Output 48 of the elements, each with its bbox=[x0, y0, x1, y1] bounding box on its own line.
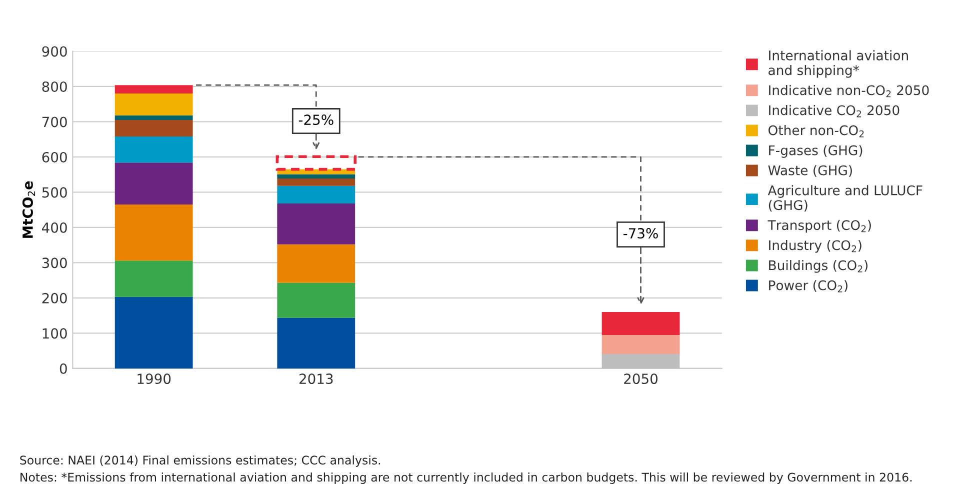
y-tick-label: 400 bbox=[42, 222, 67, 233]
annotation: -73% bbox=[623, 228, 658, 239]
legend-label: Waste (GHG) bbox=[768, 165, 852, 177]
legend-label: Other non-CO$_{2}$ bbox=[768, 125, 864, 138]
x-tick-label: 2050 bbox=[624, 374, 658, 384]
legend-label: Transport (CO$_{2}$) bbox=[768, 220, 871, 233]
bar bbox=[114, 94, 193, 116]
bar bbox=[114, 296, 193, 368]
x-tick-label: 1990 bbox=[138, 374, 171, 384]
bar bbox=[277, 203, 356, 244]
legend-label: Industry (CO$_{2}$) bbox=[769, 240, 862, 253]
y-tick-label: 800 bbox=[42, 81, 67, 92]
legend-label: Indicative non-CO$_{2}$ 2050 bbox=[769, 84, 929, 98]
bar bbox=[602, 354, 680, 368]
bar bbox=[114, 162, 193, 205]
legend-label: Agriculture and LULUCF (GHG) bbox=[768, 185, 922, 212]
bar bbox=[277, 282, 356, 318]
bar bbox=[114, 260, 193, 297]
bar bbox=[277, 318, 356, 368]
y-tick-label: 600 bbox=[42, 152, 67, 162]
bar bbox=[277, 178, 356, 186]
text: Notes: *Emissions from international aviation and shipping are not currently included in carbon budgets. This will be reviewed by Government in 2016. bbox=[20, 472, 912, 484]
bar bbox=[114, 136, 193, 163]
bar bbox=[277, 174, 356, 178]
y-tick-label: 500 bbox=[42, 187, 67, 198]
annotation: -25% bbox=[298, 114, 334, 126]
bar bbox=[114, 204, 193, 261]
x-tick-label: 2013 bbox=[299, 374, 333, 384]
legend-label: Power (CO$_{2}$) bbox=[769, 280, 848, 292]
bar bbox=[602, 334, 680, 354]
y-axis-title: MtCO$_{2}$e bbox=[22, 181, 36, 238]
y-tick-label: 900 bbox=[42, 46, 67, 57]
source-note: Source: NAEI (2014) Final emissions estimates; CCC analysis. bbox=[20, 455, 380, 467]
y-tick-label: 300 bbox=[42, 258, 67, 268]
bar bbox=[114, 120, 193, 137]
bar bbox=[277, 186, 356, 204]
bar bbox=[602, 312, 680, 335]
legend-label: Buildings (CO$_{2}$) bbox=[769, 260, 868, 273]
bar bbox=[277, 244, 356, 283]
bar bbox=[114, 115, 193, 120]
y-tick-label: 0 bbox=[60, 363, 67, 374]
y-tick-label: 200 bbox=[42, 292, 67, 304]
legend-label: Indicative CO$_{2}$ 2050 bbox=[769, 105, 900, 118]
legend-label: F-gases (GHG) bbox=[769, 145, 862, 158]
bar bbox=[114, 85, 193, 94]
legend-label: International aviation and shipping* bbox=[768, 50, 908, 78]
y-tick-label: 100 bbox=[42, 328, 67, 339]
y-tick-label: 700 bbox=[42, 116, 67, 128]
